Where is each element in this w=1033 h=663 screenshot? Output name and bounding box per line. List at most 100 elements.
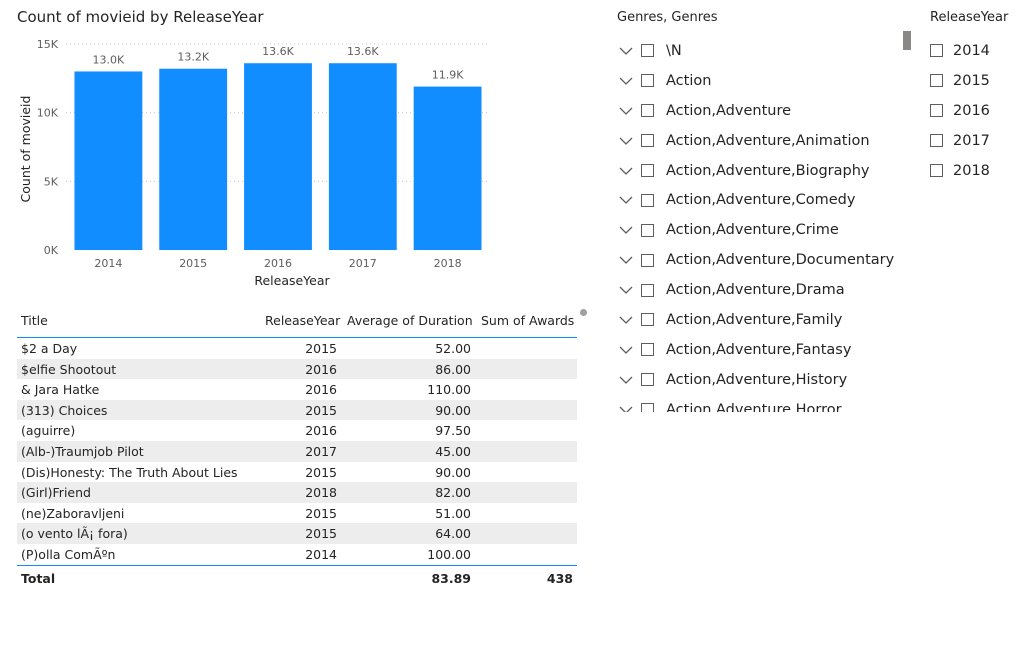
checkbox-icon[interactable]	[641, 223, 654, 237]
genres-slicer-item[interactable]: Action,Adventure,Fantasy	[617, 335, 917, 365]
table-row[interactable]: $elfie Shootout 2016 86.00	[17, 358, 577, 380]
genres-slicer-item[interactable]: Action,Adventure,Horror	[617, 395, 917, 412]
checkbox-icon[interactable]	[641, 403, 654, 412]
chevron-down-icon[interactable]	[617, 341, 635, 359]
checkbox-icon[interactable]	[930, 44, 943, 58]
chevron-down-icon[interactable]	[617, 72, 635, 90]
table-row[interactable]: & Jara Hatke 2016 110.00	[17, 379, 577, 400]
genres-slicer-item[interactable]: Action	[617, 66, 917, 96]
table-row[interactable]: (Girl)Friend 2018 82.00	[17, 482, 577, 503]
genres-slicer-header: Genres, Genres	[617, 10, 718, 25]
checkbox-icon[interactable]	[930, 104, 943, 118]
bar-chart-visual[interactable]: Count of movieid by ReleaseYear 0K 5K 10K 1…	[0, 0, 600, 300]
releaseyear-slicer[interactable]: ReleaseYear 2014 2015 2016 2017 2018	[930, 10, 1030, 190]
genres-slicer-item-label: Action,Adventure,Crime	[666, 222, 839, 239]
table-visual[interactable]: Title ReleaseYear Average of Duration Su…	[17, 305, 587, 595]
y-tick-label: 5K	[44, 175, 59, 188]
column-header-releaseyear[interactable]: ReleaseYear	[265, 313, 341, 328]
table-row[interactable]: (Dis)Honesty: The Truth About Lies 2015 90…	[17, 462, 577, 483]
checkbox-icon[interactable]	[641, 164, 654, 177]
releaseyear-slicer-item-label: 2016	[953, 102, 990, 119]
releaseyear-slicer-item[interactable]: 2018	[930, 156, 1033, 186]
genres-slicer-scrollbar[interactable]	[903, 31, 911, 50]
checkbox-icon[interactable]	[641, 283, 654, 297]
releaseyear-slicer-header: ReleaseYear	[930, 10, 1009, 25]
table-row[interactable]: (ne)Zaboravljeni 2015 51.00	[17, 503, 577, 524]
genres-slicer-item[interactable]: Action,Adventure,Biography	[617, 156, 917, 186]
checkbox-icon[interactable]	[641, 104, 654, 118]
table-row[interactable]: (aguirre) 2016 97.50	[17, 420, 577, 441]
checkbox-icon[interactable]	[641, 253, 654, 267]
cell-title: (ne)Zaboravljeni	[21, 505, 125, 521]
checkbox-icon[interactable]	[930, 164, 943, 177]
cell-title: & Jara Hatke	[21, 382, 100, 398]
chevron-down-icon[interactable]	[617, 371, 635, 389]
genres-slicer-item[interactable]: Action,Adventure,Drama	[617, 275, 917, 305]
data-label: 11.9K	[432, 69, 464, 82]
releaseyear-slicer-item-label: 2014	[953, 42, 990, 59]
checkbox-icon[interactable]	[641, 44, 654, 58]
chevron-down-icon[interactable]	[617, 191, 635, 209]
bar[interactable]	[328, 63, 397, 250]
cell-title: $2 a Day	[21, 341, 78, 356]
table-row[interactable]: (P)olla ComÃºn 2014 100.00	[17, 544, 577, 565]
bar[interactable]	[74, 71, 143, 250]
checkbox-icon[interactable]	[641, 343, 654, 357]
genres-slicer-item[interactable]: Action,Adventure	[617, 96, 917, 126]
bar[interactable]	[413, 86, 482, 250]
bar[interactable]	[159, 68, 228, 250]
bar[interactable]	[244, 63, 312, 250]
table-row[interactable]: (o vento lÃ¡ fora) 2015 64.00	[17, 523, 577, 544]
releaseyear-slicer-item[interactable]: 2015	[930, 66, 1033, 96]
cell-title: (Alb-)Traumjob Pilot	[21, 443, 144, 459]
table-row[interactable]: $2 a Day 2015 52.00	[17, 338, 577, 359]
chevron-down-icon[interactable]	[617, 401, 635, 412]
total-awards: 438	[546, 571, 573, 586]
data-label: 13.0K	[93, 53, 125, 66]
genres-slicer-item[interactable]: Action,Adventure,History	[617, 365, 917, 395]
checkbox-icon[interactable]	[930, 74, 943, 88]
cell-title: (313) Choices	[21, 402, 108, 418]
genres-slicer-item[interactable]: Action,Adventure,Documentary	[617, 245, 917, 275]
genres-slicer[interactable]: Genres, Genres \N Action Action,Adventure A…	[617, 10, 917, 412]
table-scrollbar[interactable]	[580, 309, 587, 316]
chevron-down-icon[interactable]	[617, 102, 635, 120]
column-header-title[interactable]: Title	[21, 313, 48, 328]
releaseyear-slicer-item[interactable]: 2017	[930, 126, 1033, 156]
releaseyear-slicer-item[interactable]: 2016	[930, 96, 1033, 126]
table-body: $2 a Day 2015 52.00 $elfie Shootout 2016 86.0…	[17, 338, 577, 565]
chevron-down-icon[interactable]	[617, 162, 635, 180]
checkbox-icon[interactable]	[930, 134, 943, 148]
chevron-down-icon[interactable]	[617, 132, 635, 150]
checkbox-icon[interactable]	[641, 74, 654, 88]
cell-releaseyear: 2018	[305, 485, 337, 501]
column-header-sum-awards[interactable]: Sum of Awards	[481, 313, 575, 328]
chevron-down-icon[interactable]	[617, 311, 635, 329]
genres-slicer-item[interactable]: \N	[617, 36, 917, 66]
table-row[interactable]: (313) Choices 2015 90.00	[17, 399, 577, 421]
x-tick-label: 2015	[179, 257, 207, 270]
cell-average-duration: 90.00	[435, 464, 471, 480]
table-row[interactable]: (Alb-)Traumjob Pilot 2017 45.00	[17, 440, 577, 462]
chevron-down-icon[interactable]	[617, 251, 635, 269]
checkbox-icon[interactable]	[641, 373, 654, 387]
cell-average-duration: 86.00	[435, 361, 471, 377]
data-label: 13.2K	[177, 51, 209, 64]
checkbox-icon[interactable]	[641, 193, 654, 207]
genres-slicer-item-label: Action,Adventure,Family	[666, 311, 843, 328]
genres-slicer-item[interactable]: Action,Adventure,Crime	[617, 215, 917, 245]
checkbox-icon[interactable]	[641, 313, 654, 327]
cell-average-duration: 45.00	[435, 443, 471, 459]
genres-slicer-item[interactable]: Action,Adventure,Family	[617, 305, 917, 335]
genres-slicer-item[interactable]: Action,Adventure,Animation	[617, 126, 917, 156]
y-axis-title: Count of movieid	[18, 96, 33, 203]
cell-average-duration: 100.00	[427, 546, 471, 562]
cell-releaseyear: 2015	[305, 341, 337, 356]
chevron-down-icon[interactable]	[617, 42, 635, 60]
column-header-average-duration[interactable]: Average of Duration	[347, 313, 473, 328]
releaseyear-slicer-item[interactable]: 2014	[930, 36, 1033, 66]
checkbox-icon[interactable]	[641, 134, 654, 148]
chevron-down-icon[interactable]	[617, 281, 635, 299]
chevron-down-icon[interactable]	[617, 221, 635, 239]
genres-slicer-item[interactable]: Action,Adventure,Comedy	[617, 185, 917, 215]
